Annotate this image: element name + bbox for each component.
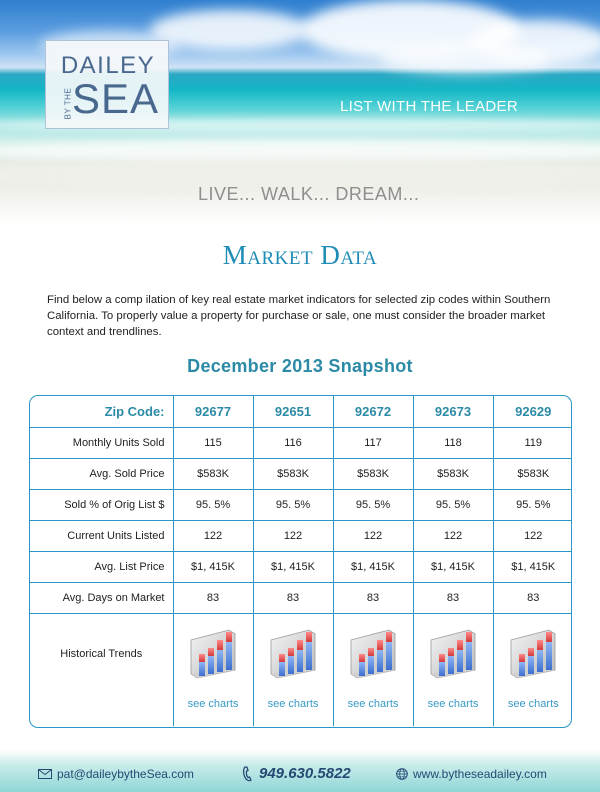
hero-banner: DAILEY BY THE SEA LIST WITH THE LEADER L… <box>0 0 600 225</box>
market-data-table: Zip Code: 92677 92651 92672 92673 92629 … <box>29 395 572 728</box>
email-text[interactable]: pat@daileybytheSea.com <box>57 767 194 781</box>
table-cell: $1, 415K <box>253 551 334 583</box>
website-text[interactable]: www.bytheseadailey.com <box>413 767 547 781</box>
logo[interactable]: DAILEY BY THE SEA <box>45 40 169 129</box>
row-label: Avg. Days on Market <box>30 582 174 614</box>
zip-header: 92673 <box>413 396 494 428</box>
table-cell: $583K <box>333 458 414 490</box>
table-cell: 119 <box>493 427 571 459</box>
table-cell: 122 <box>253 520 334 552</box>
row-label: Avg. List Price <box>30 551 174 583</box>
see-charts-link[interactable]: see charts <box>507 697 559 710</box>
page-title: Market Data <box>222 240 378 270</box>
zip-header: 92672 <box>333 396 414 428</box>
zip-header: 92651 <box>253 396 334 428</box>
table-cell: $583K <box>493 458 571 490</box>
snapshot-title: December 2013 Snapshot <box>187 356 413 376</box>
trend-cell: see charts <box>173 613 254 726</box>
table-row-avg-list-price: Avg. List Price $1, 415K $1, 415K $1, 41… <box>30 551 571 583</box>
footer-email[interactable]: pat@daileybytheSea.com <box>38 767 194 781</box>
table-cell: 122 <box>413 520 494 552</box>
table-cell: 83 <box>493 582 571 614</box>
footer-phone[interactable]: 949.630.5822 <box>242 765 351 782</box>
table-cell: 95. 5% <box>173 489 254 521</box>
table-row-avg-days-on-market: Avg. Days on Market 83 83 83 83 83 <box>30 582 571 614</box>
bar-chart-icon[interactable] <box>265 628 321 682</box>
footer-website[interactable]: www.bytheseadailey.com <box>396 767 547 781</box>
intro-paragraph: Find below a comp ilation of key real es… <box>47 294 551 338</box>
zip-header: 92629 <box>493 396 571 428</box>
table-cell: 95. 5% <box>253 489 334 521</box>
phone-icon <box>242 765 252 781</box>
bar-chart-icon[interactable] <box>425 628 481 682</box>
see-charts-link[interactable]: see charts <box>267 697 319 710</box>
table-cell: $583K <box>253 458 334 490</box>
table-cell: 83 <box>413 582 494 614</box>
table-cell: 118 <box>413 427 494 459</box>
table-row-current-units-listed: Current Units Listed 122 122 122 122 122 <box>30 520 571 552</box>
table-cell: 115 <box>173 427 254 459</box>
phone-text[interactable]: 949.630.5822 <box>259 765 351 782</box>
table-cell: 122 <box>493 520 571 552</box>
table-cell: $1, 415K <box>493 551 571 583</box>
row-label: Historical Trends <box>30 613 174 726</box>
footer: pat@daileybytheSea.com 949.630.5822 www.… <box>0 750 600 792</box>
see-charts-link[interactable]: see charts <box>347 697 399 710</box>
logo-sea-text: SEA <box>72 75 160 122</box>
table-cell: $1, 415K <box>413 551 494 583</box>
envelope-icon <box>38 769 52 779</box>
table-cell: 83 <box>173 582 254 614</box>
zip-header: 92677 <box>173 396 254 428</box>
globe-icon <box>396 768 408 780</box>
row-label: Current Units Listed <box>30 520 174 552</box>
tagline: LIST WITH THE LEADER <box>340 98 518 115</box>
table-row-monthly-units-sold: Monthly Units Sold 115 116 117 118 119 <box>30 427 571 459</box>
table-cell: $1, 415K <box>173 551 254 583</box>
see-charts-link[interactable]: see charts <box>187 697 239 710</box>
bar-chart-icon[interactable] <box>345 628 401 682</box>
row-label: Avg. Sold Price <box>30 458 174 490</box>
table-cell: 95. 5% <box>493 489 571 521</box>
table-row-historical-trends: Historical Trends see charts see charts … <box>30 613 571 726</box>
table-cell: $1, 415K <box>333 551 414 583</box>
bar-chart-icon[interactable] <box>185 628 241 682</box>
zip-code-header-label: Zip Code: <box>30 396 174 428</box>
see-charts-link[interactable]: see charts <box>427 697 479 710</box>
table-row-avg-sold-price: Avg. Sold Price $583K $583K $583K $583K … <box>30 458 571 490</box>
table-cell: 95. 5% <box>333 489 414 521</box>
table-cell: $583K <box>173 458 254 490</box>
motto: LIVE... WALK... DREAM... <box>198 184 420 204</box>
table-cell: 122 <box>333 520 414 552</box>
table-row-sold-percent: Sold % of Orig List $ 95. 5% 95. 5% 95. … <box>30 489 571 521</box>
table-cell: 83 <box>333 582 414 614</box>
trend-cell: see charts <box>333 613 414 726</box>
table-cell: 95. 5% <box>413 489 494 521</box>
table-cell: $583K <box>413 458 494 490</box>
trend-cell: see charts <box>493 613 571 726</box>
trend-cell: see charts <box>413 613 494 726</box>
table-header-row: Zip Code: 92677 92651 92672 92673 92629 <box>30 396 571 428</box>
table-cell: 83 <box>253 582 334 614</box>
table-cell: 116 <box>253 427 334 459</box>
row-label: Monthly Units Sold <box>30 427 174 459</box>
trend-cell: see charts <box>253 613 334 726</box>
row-label: Sold % of Orig List $ <box>30 489 174 521</box>
logo-dailey-text: DAILEY <box>60 52 156 79</box>
table-cell: 122 <box>173 520 254 552</box>
bar-chart-icon[interactable] <box>505 628 561 682</box>
table-cell: 117 <box>333 427 414 459</box>
